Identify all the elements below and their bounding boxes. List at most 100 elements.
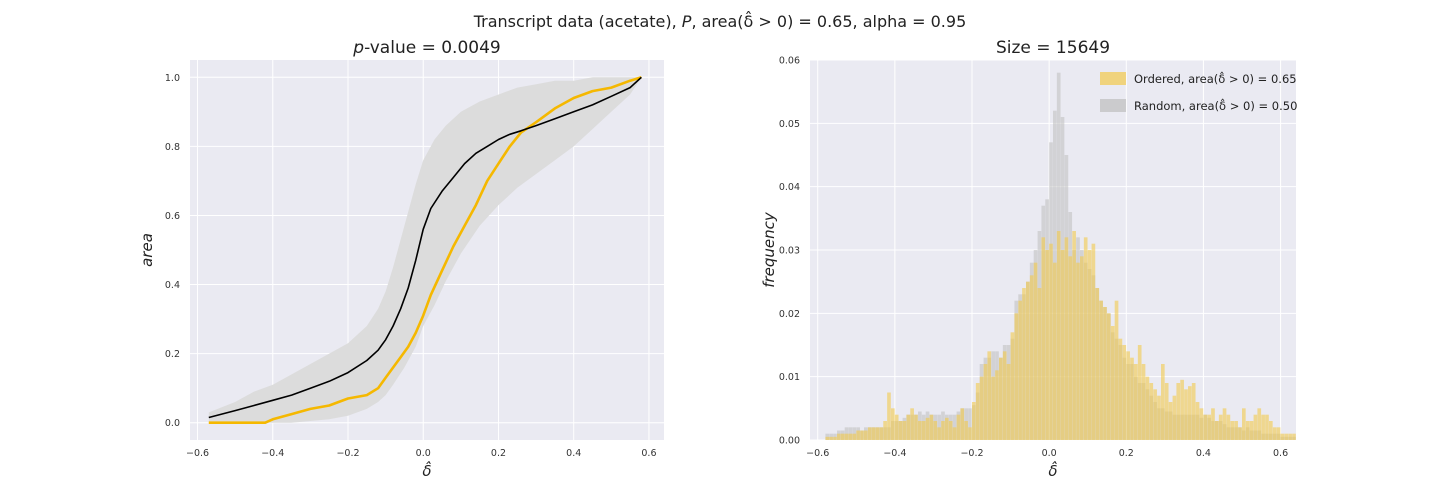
ordered-hist-bar	[1272, 427, 1277, 440]
ordered-hist-bar	[902, 421, 907, 440]
ordered-hist-bar	[960, 408, 965, 440]
ordered-hist-bar	[999, 357, 1003, 440]
right-ytick-label: 0.05	[779, 119, 800, 130]
ordered-hist-bar	[1161, 364, 1165, 440]
ordered-line	[208, 76, 642, 425]
right-ytick-label: 0.06	[779, 56, 800, 67]
right-xtick-label: 0.0	[1042, 448, 1057, 459]
ordered-hist-bar	[864, 430, 868, 440]
ordered-hist-bar	[1199, 408, 1204, 440]
right-ytick-label: 0.04	[779, 182, 800, 193]
ordered-hist-bar	[1083, 237, 1088, 440]
ordered-hist-bar	[1172, 395, 1177, 440]
ordered-hist-bar	[871, 427, 876, 440]
suptitle-text: Transcript data (acetate), P, area(δ̂ > …	[473, 12, 967, 31]
ordered-hist-bar	[1091, 243, 1096, 440]
left-xtick-label: 0.2	[491, 448, 506, 459]
ordered-hist-bar	[883, 421, 887, 440]
random-legend-label: Random, area(δ̂ > 0) = 0.50	[1134, 97, 1297, 113]
ordered-hist-bar	[887, 392, 891, 440]
ordered-hist-bar	[1222, 408, 1227, 440]
ordered-hist-bar	[1095, 288, 1100, 440]
ordered-hist-bar	[1080, 256, 1084, 440]
right-xtick-label: 0.2	[1119, 448, 1134, 459]
ordered-hist-bar	[1064, 237, 1069, 440]
ordered-hist-bar	[975, 383, 980, 440]
ordered-hist-bar	[848, 433, 853, 440]
ordered-hist-bar	[1010, 332, 1015, 440]
ordered-hist-bar	[1195, 402, 1200, 440]
ordered-hist-bar	[1215, 421, 1219, 440]
ordered-hist-bar	[964, 421, 968, 440]
right-ytick-label: 0.03	[779, 246, 800, 257]
ordered-hist-bar	[1049, 243, 1053, 440]
ordered-hist-bar	[1253, 414, 1258, 440]
ordered-hist-bar	[1284, 433, 1289, 440]
right-axes: −0.6 −0.4 −0.2 0.0 0.2 0.4 0.6 0.00 0.01 0.02 0.03…	[760, 56, 1297, 481]
ordered-hist-bar	[987, 351, 992, 440]
ordered-hist-bar	[1130, 357, 1134, 440]
random-hist-bar	[968, 408, 972, 440]
right-xtick-label: −0.6	[806, 448, 829, 459]
ordered-hist-bar	[1269, 421, 1273, 440]
ordered-hist-bar	[1053, 262, 1057, 440]
ordered-hist-bar	[844, 433, 849, 440]
left-ytick-label: 0.6	[165, 211, 180, 222]
ordered-hist-bar	[825, 436, 830, 440]
ordered-hist-bar	[952, 427, 957, 440]
ordered-hist-bar	[1180, 379, 1184, 440]
ordered-hist-bar	[1014, 313, 1019, 440]
ordered-hist-bar	[1288, 433, 1292, 440]
ordered-hist-bar	[1022, 288, 1026, 440]
ordered-hist-bar	[1280, 433, 1285, 440]
ordered-hist-bar	[898, 421, 903, 440]
ordered-hist-bar	[894, 414, 899, 440]
ordered-hist-bar	[910, 408, 914, 440]
ordered-hist-bar	[1056, 231, 1061, 440]
ordered-hist-bar	[979, 376, 984, 440]
confidence-band	[208, 77, 642, 423]
ordered-hist-bar	[1072, 231, 1076, 440]
right-panel-title-text: Size = 15649	[995, 38, 1111, 58]
ordered-hist-bar	[1234, 421, 1238, 440]
ordered-hist-bar	[1238, 427, 1242, 440]
right-xtick-label: −0.2	[960, 448, 983, 459]
left-axes: −0.6 −0.4 −0.2 0.0 0.2 0.4 0.6 0.0 0.2 0.4 0.6 0.8 1…	[138, 60, 664, 480]
ordered-hist-bar	[1218, 414, 1223, 440]
ordered-hist-bar	[1087, 250, 1092, 440]
left-xtick-label: −0.6	[186, 448, 209, 459]
left-panel-title-italic: p	[353, 38, 365, 58]
left-xlabel: δ̂	[422, 460, 431, 480]
ordered-hist-bar	[1292, 433, 1296, 440]
ordered-hist-bar	[1265, 414, 1269, 440]
random-legend-swatch	[1100, 99, 1126, 112]
ordered-hist-bar	[941, 421, 945, 440]
ordered-hist-bar	[945, 417, 949, 440]
ordered-hist-bar	[925, 417, 930, 440]
ordered-hist-bar	[1076, 262, 1080, 440]
ordered-hist-bar	[1157, 395, 1161, 440]
ordered-hist-bar	[879, 427, 884, 440]
ordered-hist-bar	[1110, 326, 1115, 440]
ordered-hist-bar	[833, 436, 837, 440]
ordered-hist-bar	[1122, 345, 1127, 440]
ordered-hist-bar	[956, 414, 961, 440]
ordered-hist-bar	[1006, 364, 1011, 440]
right-ytick-label: 0.00	[779, 436, 800, 447]
figure-suptitle: Transcript data (acetate), P, area(δ̂ > …	[0, 12, 1440, 31]
ordered-hist-bar	[837, 433, 841, 440]
right-xlabel: δ̂	[1048, 460, 1057, 480]
left-ytick-label: 0.4	[165, 280, 180, 291]
ordered-hist-bar	[840, 433, 845, 440]
ordered-hist-bar	[1176, 383, 1181, 440]
left-panel-title-rest: -value = 0.0049	[364, 38, 501, 58]
ordered-hist-bar	[972, 402, 976, 440]
ordered-hist-bar	[1118, 338, 1123, 440]
left-ytick-label: 0.2	[165, 349, 180, 360]
ordered-hist-bar	[856, 430, 860, 440]
ordered-hist-bar	[867, 427, 872, 440]
random-hist-bar	[852, 427, 857, 440]
ordered-hist-bar	[1068, 256, 1073, 440]
ordered-hist-bar	[1245, 421, 1250, 440]
